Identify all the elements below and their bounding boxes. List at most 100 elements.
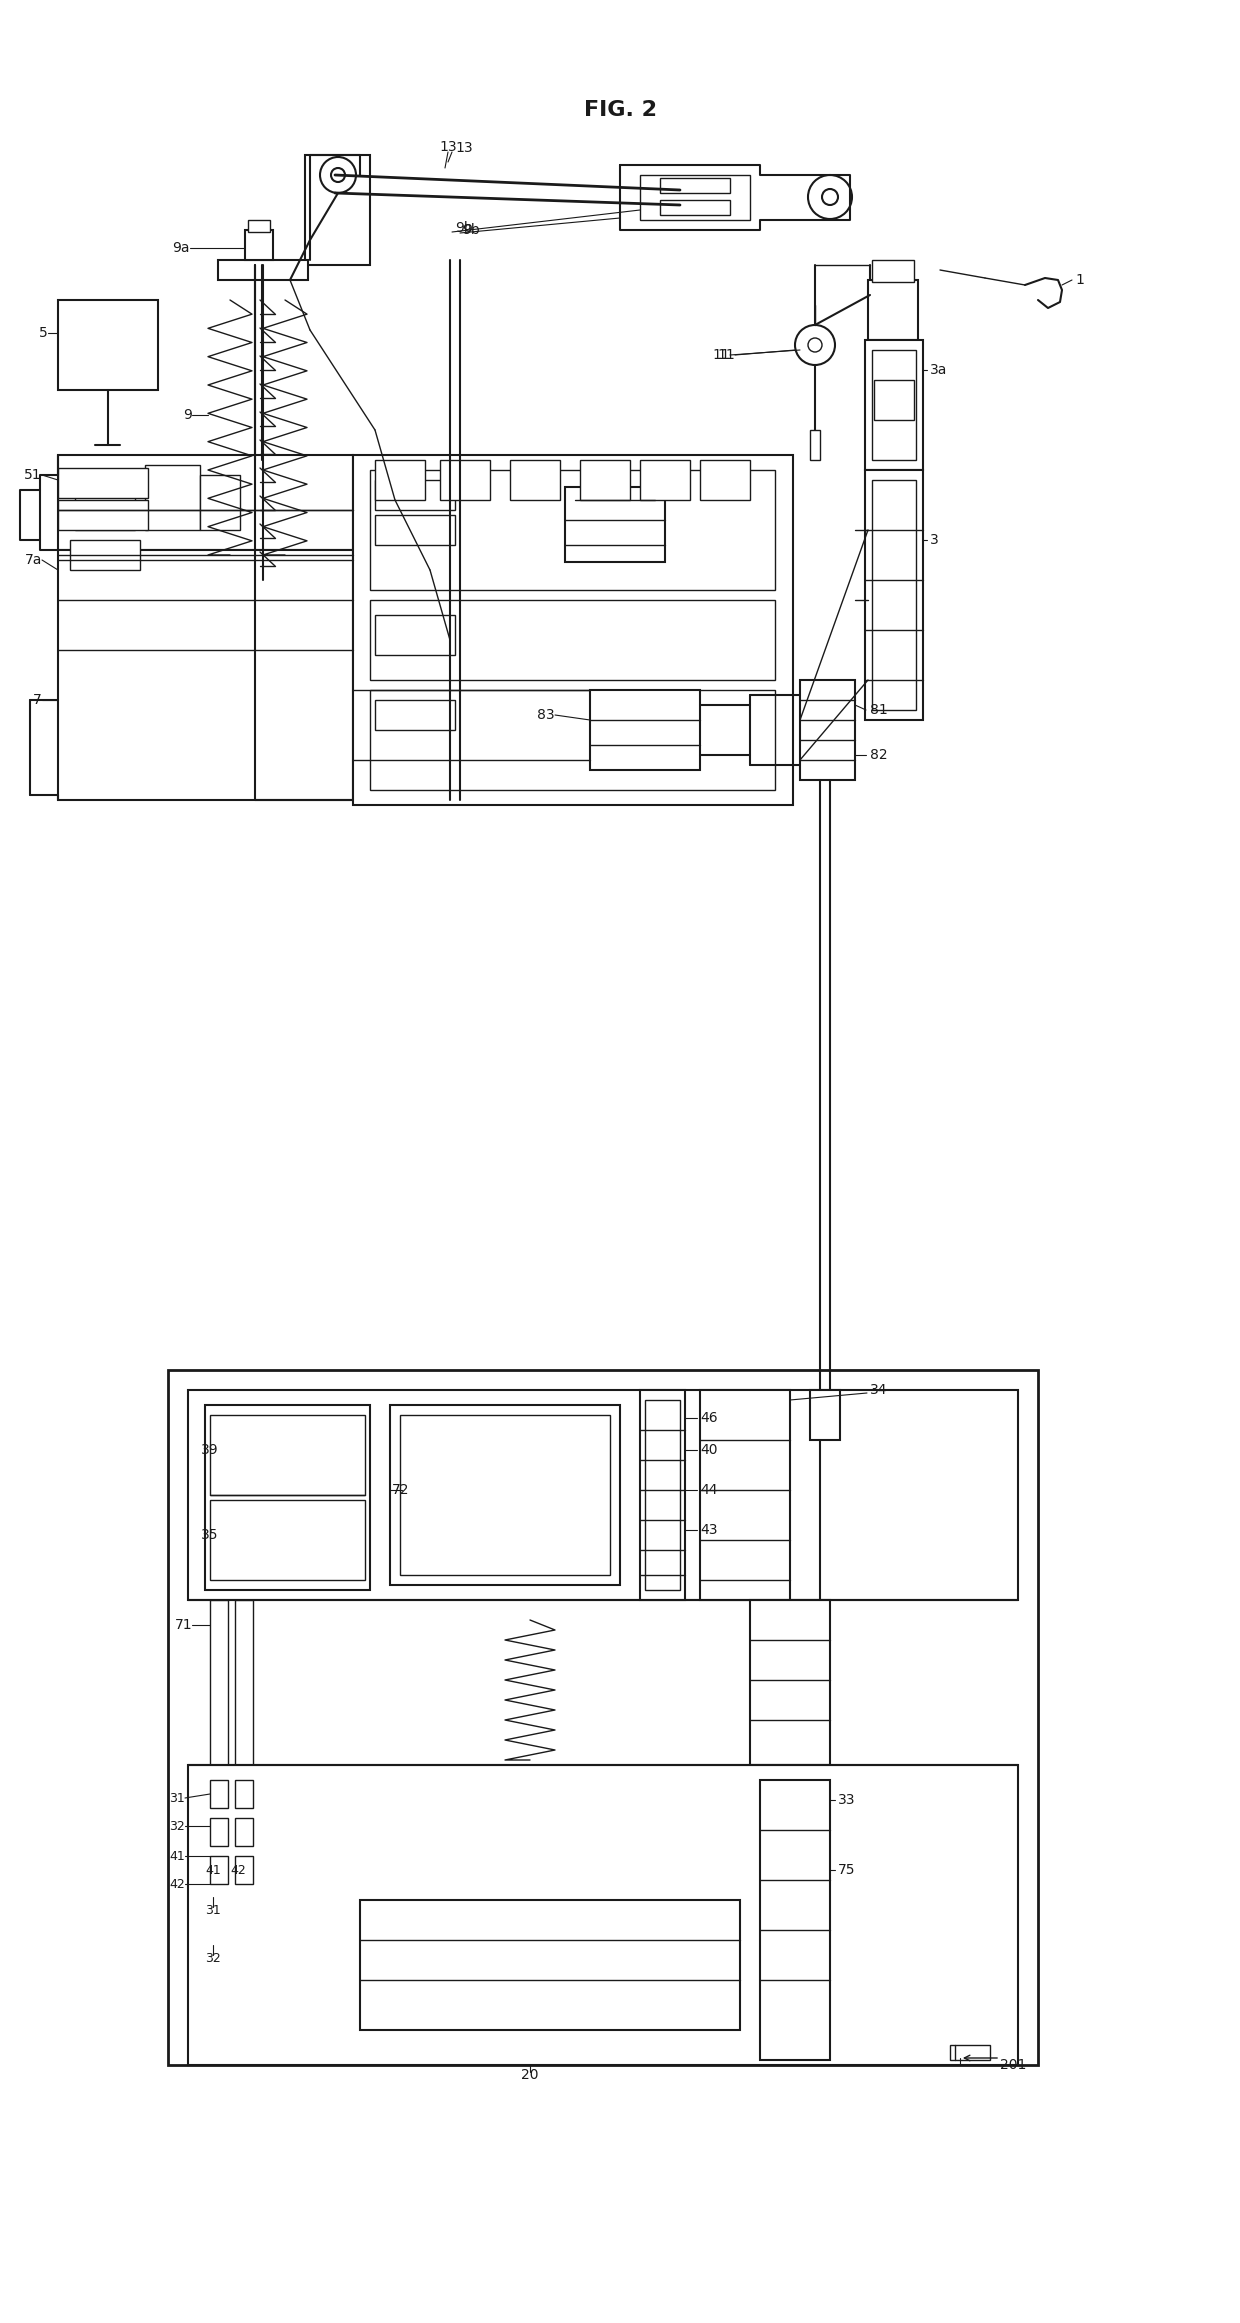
Bar (218, 260, 308, 281)
Text: 3: 3 (930, 532, 939, 546)
Bar (872, 260, 914, 281)
Bar (246, 230, 273, 260)
Text: 13: 13 (455, 142, 472, 156)
Bar (58, 551, 353, 799)
Text: 31: 31 (169, 1791, 185, 1805)
Circle shape (317, 158, 353, 193)
Bar (370, 690, 775, 790)
Text: 35: 35 (201, 1529, 218, 1542)
Text: 7a: 7a (25, 553, 42, 567)
Circle shape (822, 188, 838, 204)
Bar (374, 699, 455, 729)
Bar (640, 174, 750, 221)
Bar (701, 1389, 790, 1601)
Bar (401, 1415, 610, 1575)
Text: 42: 42 (169, 1877, 185, 1891)
Text: 33: 33 (838, 1793, 856, 1807)
Bar (200, 474, 241, 530)
Circle shape (808, 339, 822, 353)
Text: 71: 71 (175, 1619, 192, 1633)
Text: 11: 11 (717, 348, 735, 362)
Text: 9a: 9a (172, 242, 190, 256)
Bar (750, 1601, 830, 1765)
Bar (810, 1389, 839, 1440)
Text: 41: 41 (169, 1849, 185, 1863)
Bar (210, 1415, 365, 1496)
Bar (188, 1765, 1018, 2065)
Bar (236, 1819, 253, 1847)
Bar (370, 599, 775, 681)
Text: 32: 32 (169, 1819, 185, 1833)
Bar (74, 474, 135, 530)
Bar (810, 430, 820, 460)
Bar (360, 1900, 740, 2030)
Text: 7: 7 (33, 692, 42, 706)
Bar (374, 481, 455, 511)
Bar (236, 1779, 253, 1807)
Bar (374, 616, 455, 655)
Bar (286, 1765, 305, 1930)
Circle shape (320, 158, 356, 193)
Bar (872, 351, 916, 460)
Bar (353, 455, 794, 806)
Text: 9: 9 (184, 409, 192, 423)
Bar (210, 1601, 228, 1765)
Bar (262, 1765, 280, 1930)
Bar (800, 681, 856, 781)
Text: 9b: 9b (463, 223, 480, 237)
Bar (205, 1405, 370, 1589)
Bar (370, 469, 775, 590)
Text: FIG. 2: FIG. 2 (584, 100, 656, 121)
Bar (510, 460, 560, 499)
Bar (640, 460, 689, 499)
Bar (374, 516, 455, 546)
Bar (645, 1401, 680, 1589)
Bar (660, 200, 730, 216)
Bar (866, 339, 923, 469)
Text: 5: 5 (40, 325, 48, 339)
Bar (248, 221, 270, 232)
Circle shape (331, 167, 345, 181)
Text: 13: 13 (439, 139, 456, 153)
Bar (305, 156, 370, 265)
Text: 9b: 9b (455, 221, 472, 235)
Bar (872, 481, 916, 711)
Text: 32: 32 (205, 1951, 221, 1965)
Bar (760, 1779, 830, 2061)
Text: 20: 20 (521, 2067, 538, 2081)
Text: 43: 43 (701, 1524, 718, 1538)
Bar (580, 460, 630, 499)
Text: 72: 72 (392, 1482, 409, 1496)
Bar (565, 488, 665, 562)
Bar (167, 1371, 1038, 2065)
Bar (210, 1856, 228, 1884)
Bar (391, 1405, 620, 1584)
Text: 1: 1 (1075, 274, 1084, 288)
Text: 51: 51 (25, 467, 42, 481)
Bar (210, 1819, 228, 1847)
Text: 44: 44 (701, 1482, 718, 1496)
Bar (210, 1779, 228, 1807)
Circle shape (808, 174, 852, 218)
Text: 39: 39 (201, 1443, 218, 1457)
Bar (590, 690, 701, 769)
Bar (145, 465, 200, 530)
Bar (701, 460, 750, 499)
Bar (188, 1389, 1018, 1601)
Bar (868, 281, 918, 339)
Bar (236, 1856, 253, 1884)
Bar (660, 179, 730, 193)
Text: 75: 75 (838, 1863, 856, 1877)
Text: 11: 11 (712, 348, 730, 362)
Text: 81: 81 (870, 704, 888, 718)
Bar (950, 2044, 990, 2061)
Text: 31: 31 (205, 1903, 221, 1916)
Bar (58, 455, 353, 551)
Bar (866, 469, 923, 720)
Text: 42: 42 (231, 1863, 246, 1877)
Bar (58, 467, 148, 497)
Text: 46: 46 (701, 1410, 718, 1424)
Bar (58, 499, 148, 530)
Bar (210, 1501, 365, 1580)
Bar (440, 460, 490, 499)
